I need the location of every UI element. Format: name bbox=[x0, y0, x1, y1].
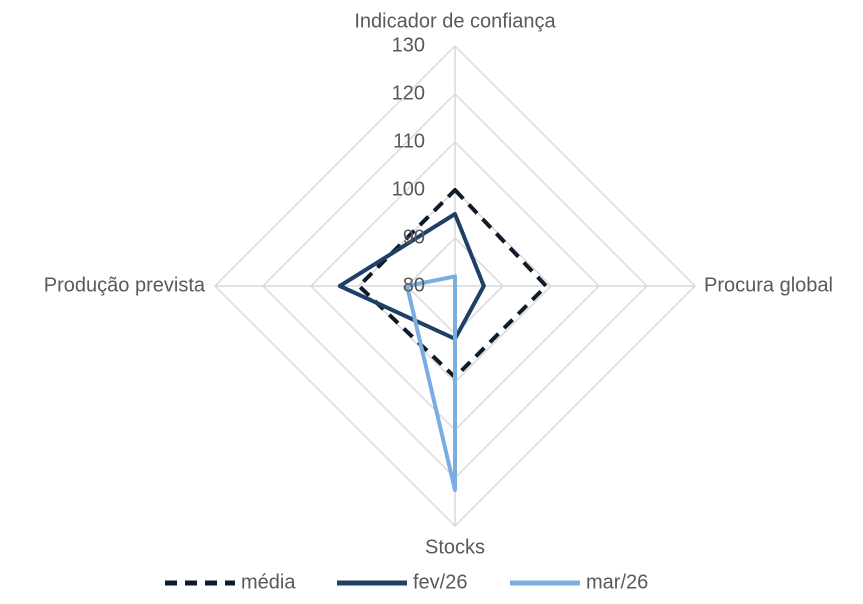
tick-label: 130 bbox=[392, 34, 425, 56]
legend-label: fev/26 bbox=[413, 571, 467, 593]
legend-label: média bbox=[241, 571, 296, 593]
axis-label: Indicador de confiança bbox=[354, 10, 556, 32]
tick-label: 120 bbox=[392, 82, 425, 104]
axis-label: Produção prevista bbox=[44, 274, 206, 296]
tick-label: 90 bbox=[403, 226, 425, 248]
axis-label: Procura global bbox=[704, 274, 833, 296]
tick-label: 110 bbox=[393, 130, 425, 152]
series-line bbox=[405, 274, 457, 492]
axis-label: Stocks bbox=[425, 536, 485, 558]
series-line bbox=[357, 188, 549, 380]
legend-label: mar/26 bbox=[586, 571, 648, 593]
tick-label: 100 bbox=[392, 178, 425, 200]
tick-label: 80 bbox=[403, 274, 425, 296]
